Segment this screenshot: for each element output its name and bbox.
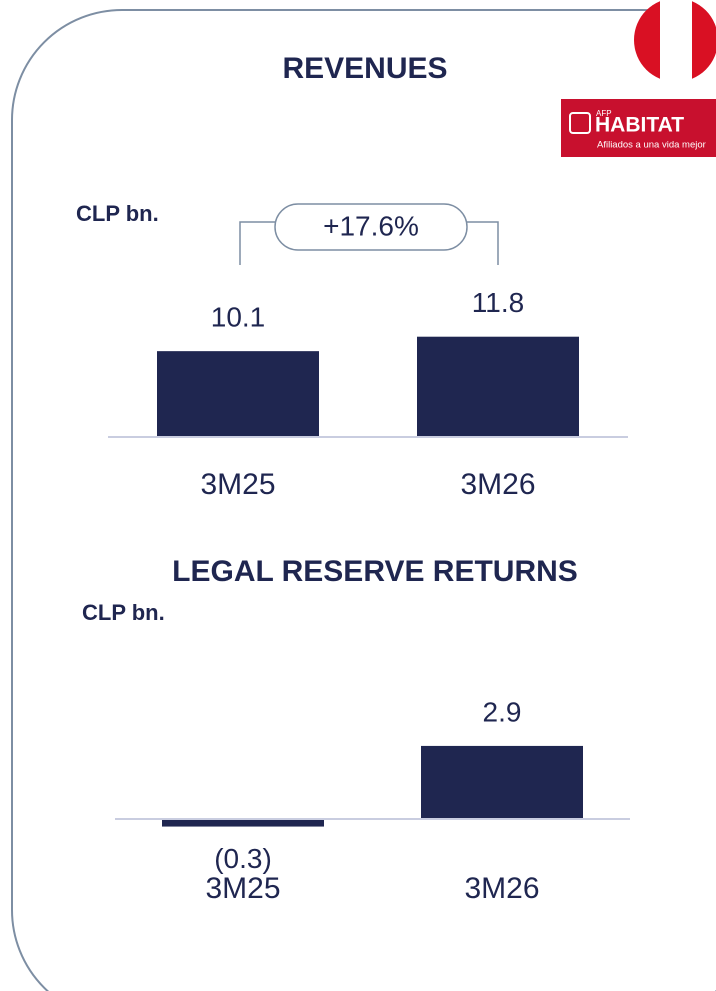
annotation-bracket bbox=[239, 203, 499, 265]
logo-icon bbox=[569, 112, 591, 134]
value-label: 2.9 bbox=[483, 696, 522, 727]
logo-name: HABITAT bbox=[595, 114, 684, 137]
unit-label: CLP bn. bbox=[76, 201, 159, 226]
bar bbox=[421, 745, 583, 819]
x-tick-label: 3M25 bbox=[200, 468, 275, 501]
value-label: 11.8 bbox=[472, 287, 524, 318]
x-tick-label: 3M25 bbox=[205, 872, 280, 905]
value-label: (0.3) bbox=[214, 843, 272, 874]
chart-title: LEGAL RESERVE RETURNS bbox=[172, 555, 578, 588]
annotation: +17.6% bbox=[323, 210, 419, 241]
card-border bbox=[11, 9, 716, 991]
logo-tagline: Afiliados a una vida mejor bbox=[597, 140, 706, 151]
value-label: 10.1 bbox=[211, 302, 266, 333]
bar bbox=[417, 336, 579, 437]
flag bbox=[634, 0, 716, 82]
x-tick-label: 3M26 bbox=[464, 872, 539, 905]
x-tick-label: 3M26 bbox=[460, 468, 535, 501]
bar bbox=[157, 351, 319, 437]
logo: AFP HABITAT Afiliados a una vida mejor bbox=[561, 99, 716, 157]
logo-small: AFP bbox=[596, 109, 612, 118]
unit-label: CLP bn. bbox=[82, 600, 165, 625]
logo-box bbox=[561, 99, 716, 157]
bar bbox=[162, 819, 324, 827]
chart-title: REVENUES bbox=[282, 52, 447, 85]
